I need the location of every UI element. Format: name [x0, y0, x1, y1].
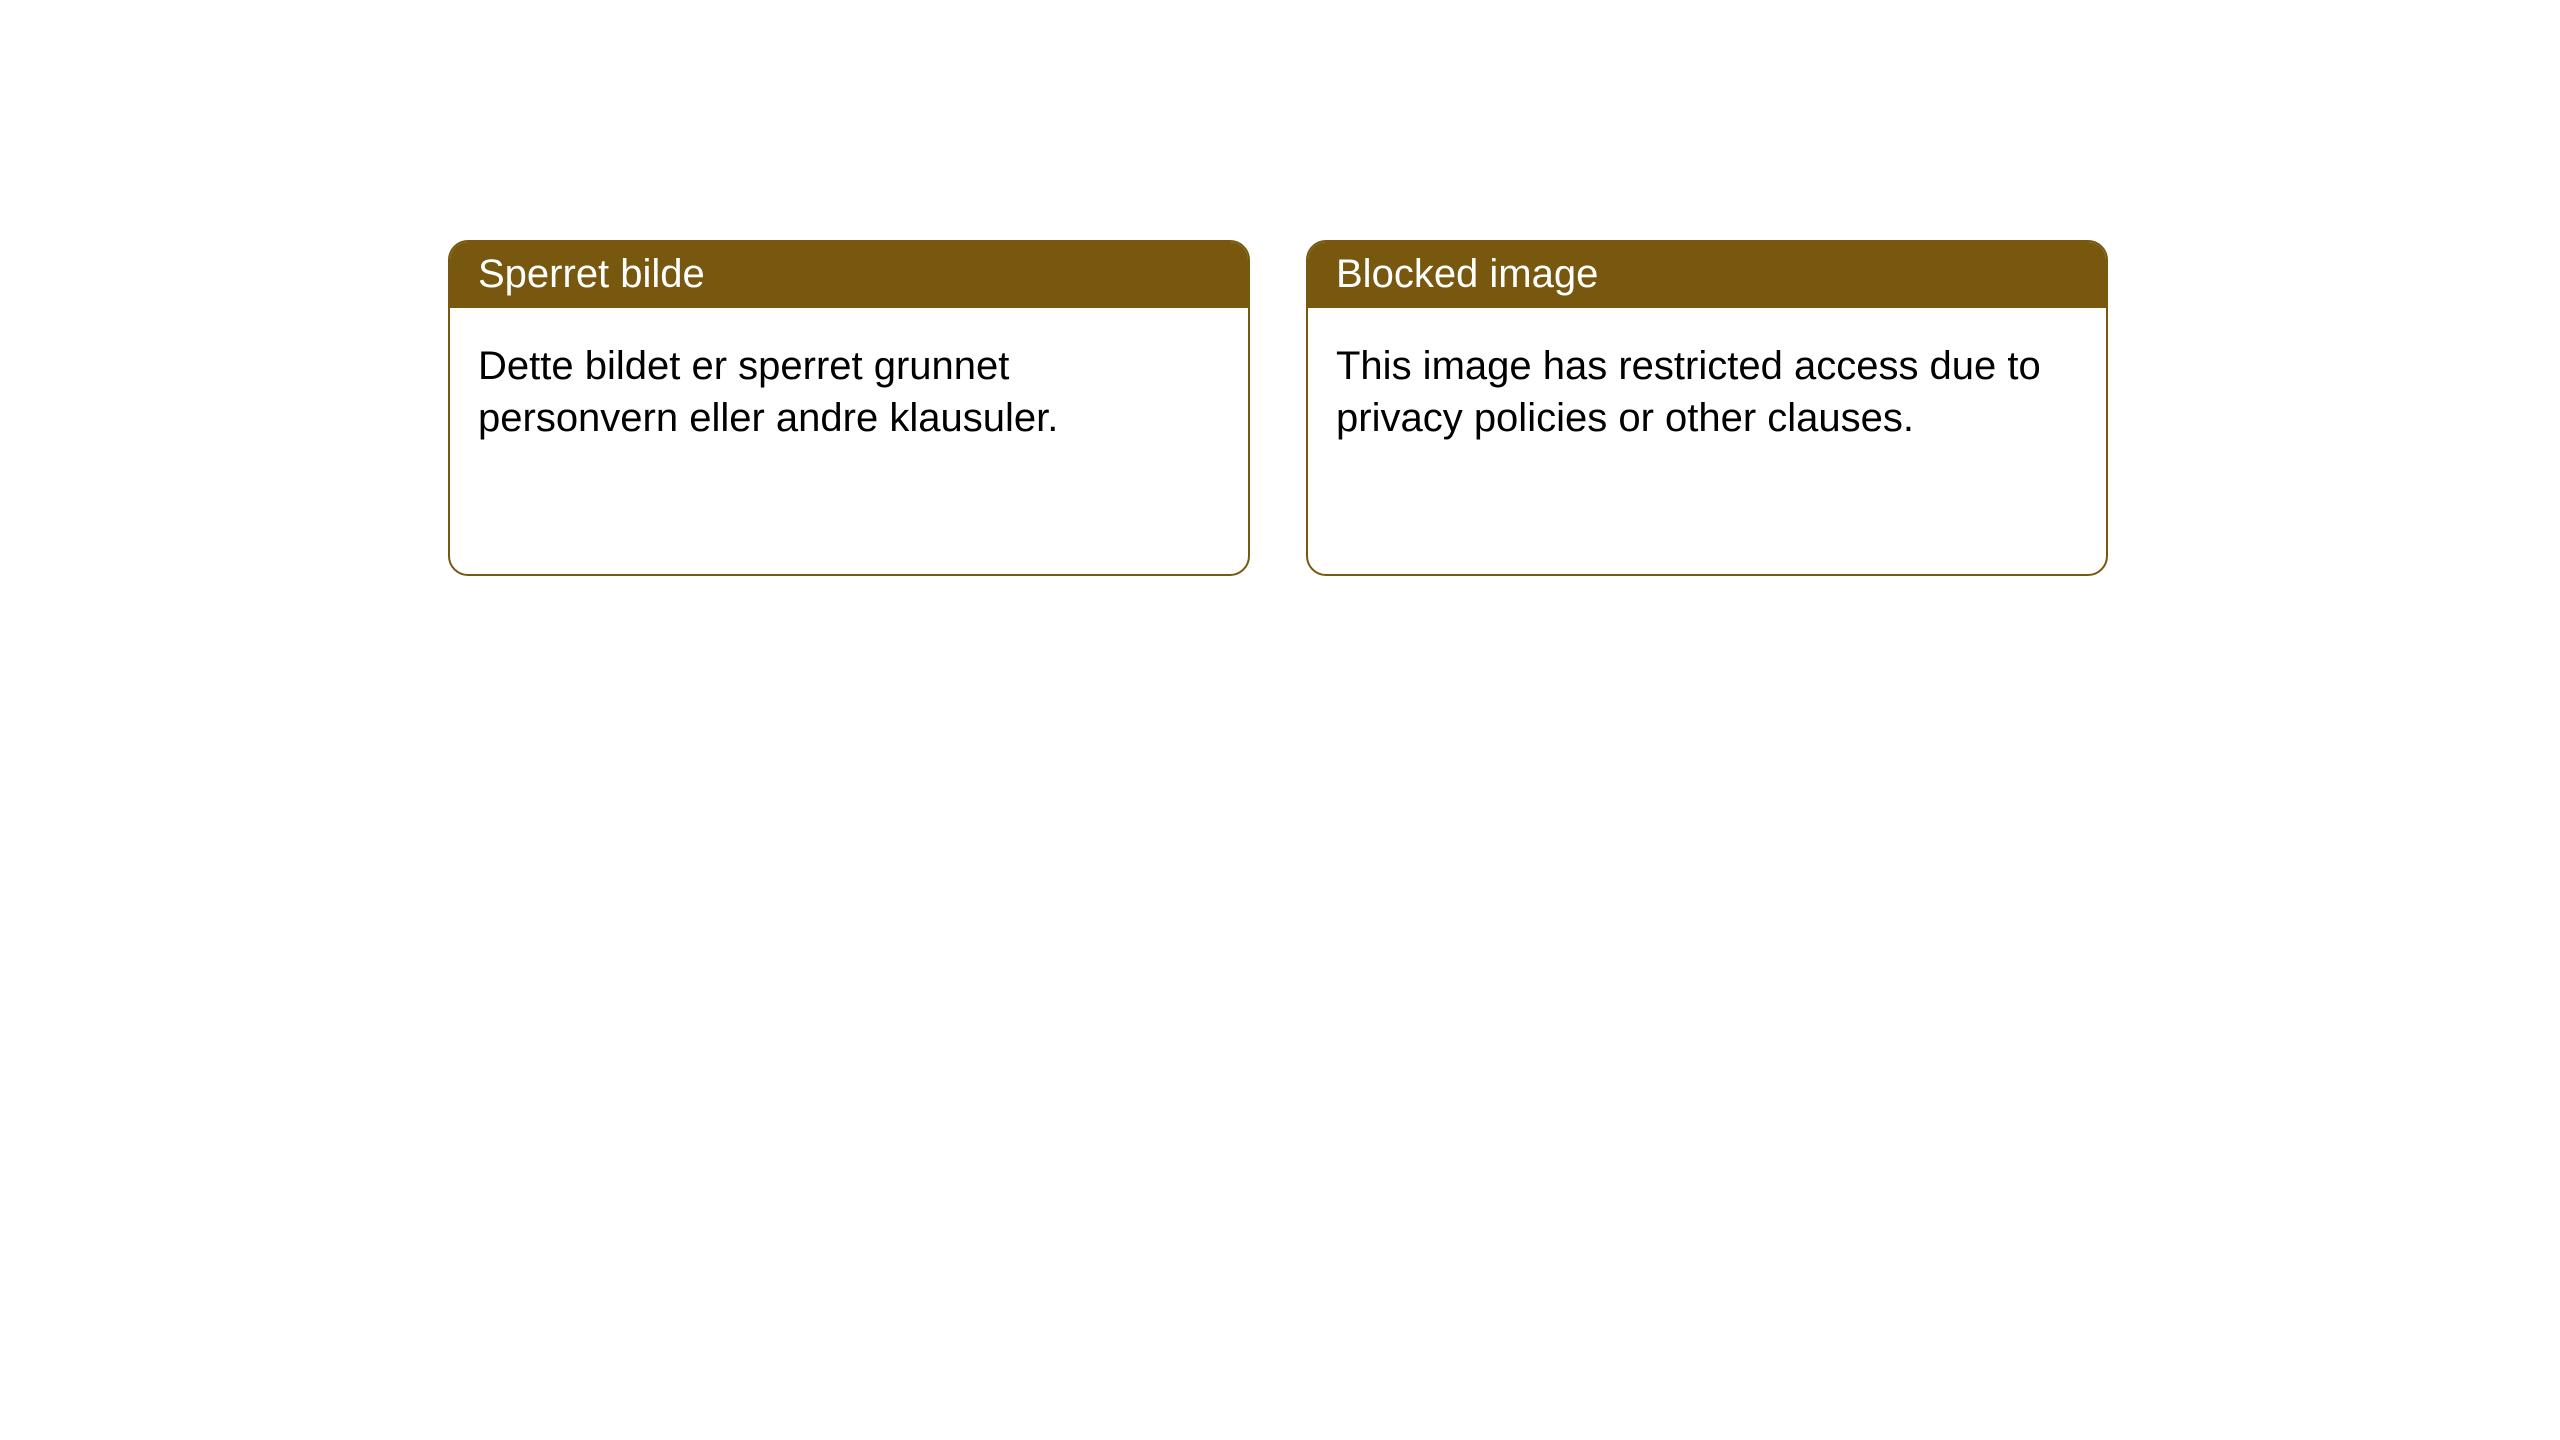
- card-header-en: Blocked image: [1308, 242, 2106, 308]
- card-header-no: Sperret bilde: [450, 242, 1248, 308]
- card-text-en: This image has restricted access due to …: [1336, 344, 2041, 440]
- card-title-no: Sperret bilde: [478, 252, 705, 296]
- card-body-en: This image has restricted access due to …: [1308, 308, 2106, 476]
- card-body-no: Dette bildet er sperret grunnet personve…: [450, 308, 1248, 476]
- card-text-no: Dette bildet er sperret grunnet personve…: [478, 344, 1058, 440]
- cards-container: Sperret bilde Dette bildet er sperret gr…: [0, 0, 2560, 576]
- blocked-image-card-no: Sperret bilde Dette bildet er sperret gr…: [448, 240, 1250, 576]
- card-title-en: Blocked image: [1336, 252, 1598, 296]
- blocked-image-card-en: Blocked image This image has restricted …: [1306, 240, 2108, 576]
